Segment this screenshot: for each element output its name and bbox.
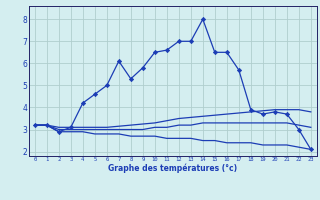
X-axis label: Graphe des températures (°c): Graphe des températures (°c): [108, 164, 237, 173]
